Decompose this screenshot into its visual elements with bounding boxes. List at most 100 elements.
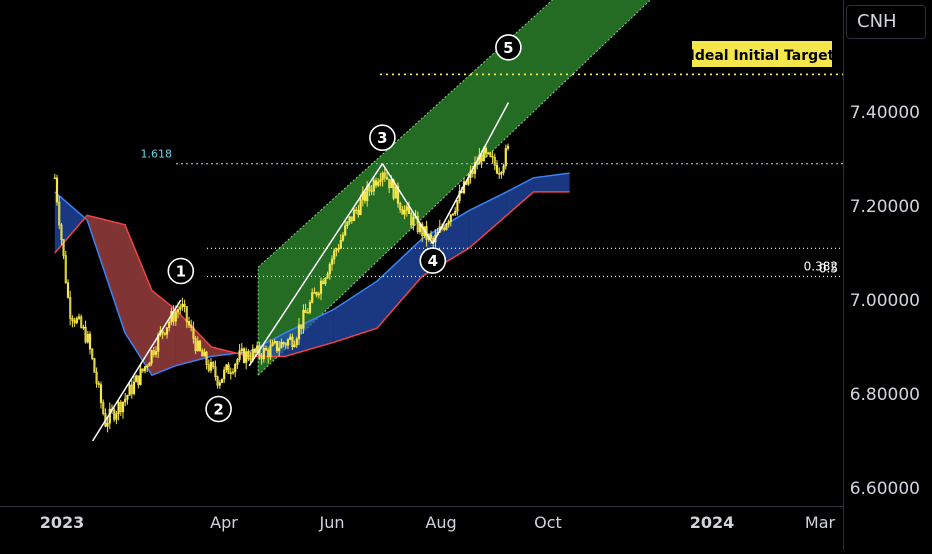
- candle-body: [495, 164, 499, 174]
- candle-body: [502, 165, 505, 173]
- candle-body: [205, 351, 208, 365]
- wave-labels-layer: 1 2 3 4 5: [167, 34, 522, 423]
- candle-body: [451, 213, 455, 216]
- wave-line: [432, 102, 510, 244]
- candle-body: [179, 306, 182, 310]
- candle-body: [262, 347, 265, 360]
- candle-body: [80, 316, 83, 328]
- cloud-segment: [506, 177, 534, 216]
- candle-body: [212, 362, 215, 368]
- candle-body: [194, 338, 197, 352]
- candle-body: [456, 200, 459, 212]
- candle-body: [493, 157, 496, 166]
- candle-body: [315, 292, 318, 296]
- candle-body: [207, 364, 210, 371]
- candle-body: [447, 221, 450, 225]
- wave-label-circle: [369, 124, 396, 151]
- candle-body: [152, 350, 155, 355]
- candle-body: [399, 203, 402, 210]
- channel-layer: [257, 0, 651, 376]
- candle-body: [245, 351, 248, 363]
- candles-layer: [53, 143, 510, 433]
- candle-body: [291, 336, 294, 348]
- candle-body: [355, 209, 358, 212]
- candle-body: [163, 332, 166, 335]
- cloud-span-a-line: [54, 172, 570, 377]
- y-tick-label: 7.40000: [850, 103, 920, 123]
- candle-body: [313, 292, 316, 294]
- cloud-span-b-line: [54, 191, 570, 358]
- candle-body: [238, 350, 241, 360]
- candle-body: [339, 239, 342, 249]
- candle-body: [302, 309, 305, 329]
- wave-line: [248, 163, 384, 367]
- candle-body: [372, 180, 375, 192]
- candle-body: [242, 348, 246, 363]
- candle-body: [363, 191, 367, 201]
- candle-body: [148, 362, 151, 367]
- fib-level-label: 0.382: [804, 260, 838, 274]
- candle-body: [113, 409, 116, 420]
- candle-body: [220, 378, 224, 383]
- candle-body: [324, 277, 327, 285]
- candle-body: [319, 280, 323, 294]
- candle-body: [449, 214, 452, 222]
- candle-body: [498, 172, 501, 175]
- cloud-segment: [333, 281, 377, 343]
- candle-body: [176, 309, 180, 313]
- cloud-segment: [125, 224, 152, 376]
- candle-body: [306, 312, 309, 314]
- candle-body: [330, 258, 334, 265]
- candle-body: [484, 147, 488, 154]
- candle-body: [429, 234, 433, 239]
- candle-body: [58, 201, 61, 226]
- x-tick-label: Aug: [425, 513, 456, 532]
- candle-body: [229, 372, 232, 375]
- candle-body: [280, 342, 283, 349]
- candle-body: [348, 216, 351, 223]
- wave-label-circle: [495, 34, 522, 61]
- candle-body: [282, 342, 285, 345]
- candle-body: [443, 227, 446, 230]
- candle-body: [377, 181, 380, 186]
- candle-body: [165, 327, 169, 335]
- candle-body: [108, 408, 111, 424]
- candle-body: [236, 359, 239, 365]
- candle-body: [273, 341, 276, 344]
- candle-body: [106, 422, 109, 427]
- candle-body: [317, 293, 320, 296]
- candle-body: [88, 333, 92, 350]
- wave-label-number: 5: [503, 39, 513, 57]
- candle-body: [82, 326, 85, 329]
- candle-body: [132, 381, 136, 395]
- fib-level-label: 0.5: [819, 261, 838, 275]
- candle-body: [390, 179, 393, 189]
- wave-lines-layer: [91, 102, 510, 442]
- candle-body: [370, 190, 373, 192]
- x-tick-label: Oct: [534, 513, 562, 532]
- candle-body: [322, 280, 325, 285]
- candle-body: [223, 369, 226, 380]
- candle-body: [115, 413, 118, 420]
- x-tick-label: 2024: [690, 513, 735, 532]
- candle-body: [168, 321, 171, 328]
- candle-body: [60, 224, 63, 240]
- cloud-segment: [377, 238, 422, 329]
- candle-body: [401, 209, 404, 215]
- candle-body: [196, 340, 199, 352]
- candle-body: [198, 340, 202, 351]
- symbol-box[interactable]: CNH: [846, 5, 926, 39]
- candle-body: [150, 350, 153, 364]
- candle-body: [269, 345, 272, 358]
- candle-body: [99, 384, 103, 403]
- candle-body: [135, 375, 138, 383]
- candle-body: [359, 199, 362, 215]
- candle-body: [267, 349, 270, 358]
- candle-body: [128, 384, 131, 396]
- price-axis-panel: [844, 0, 932, 550]
- candle-body: [352, 209, 356, 222]
- channel-lower-edge: [257, 0, 651, 376]
